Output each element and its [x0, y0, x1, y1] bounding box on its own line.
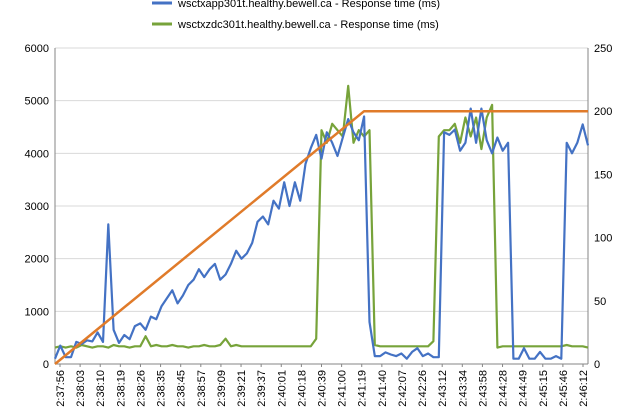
x-tick-label: 2:42:26	[417, 370, 429, 407]
x-tick-label: 2:38:26	[135, 370, 147, 407]
x-tick-label: 2:38:03	[75, 370, 87, 407]
x-tick-label: 2:39:37	[256, 370, 268, 407]
y-left-tick-label: 6000	[25, 43, 49, 55]
x-tick-label: 2:41:40	[377, 370, 389, 407]
series-lines	[53, 84, 590, 365]
x-tick-label: 2:44:49	[518, 370, 530, 407]
x-tick-label: 2:38:35	[156, 370, 168, 407]
x-tick-label: 2:41:19	[357, 370, 369, 407]
x-tick-label: 2:40:01	[276, 370, 288, 407]
y-left-tick-label: 5000	[25, 96, 49, 108]
x-tick-label: 2:45:46	[558, 370, 570, 407]
y-right-tick-label: 50	[594, 296, 606, 308]
legend-entry-app301t: wsctxapp301t.healthy.bewell.ca - Respons…	[177, 0, 440, 10]
y-left-tick-label: 4000	[25, 148, 49, 160]
x-tick-label: 2:45:15	[538, 370, 550, 407]
y-left-tick-label: 0	[43, 359, 49, 371]
x-tick-label: 2:38:45	[176, 370, 188, 407]
gridlines	[55, 47, 588, 365]
y-right-tick-label: 200	[594, 106, 612, 118]
x-tick-label: 2:40:18	[296, 370, 308, 407]
x-tick-label: 2:40:39	[317, 370, 329, 407]
x-tick-label: 2:43:58	[477, 370, 489, 407]
y-axis-right-ticks: 0 50 100 150 200 250	[594, 43, 612, 371]
x-tick-label: 2:41:00	[337, 370, 349, 407]
series-line-1	[54, 84, 589, 349]
x-axis-ticks: 2:37:56 2:38:03 2:38:10 2:38:19 2:38:26 2:38:…	[55, 364, 590, 407]
y-right-tick-label: 250	[594, 43, 612, 55]
y-left-tick-label: 2000	[25, 254, 49, 266]
y-left-tick-label: 3000	[25, 201, 49, 213]
y-axis-left-ticks: 0 1000 2000 3000 4000 5000 6000	[25, 43, 49, 371]
x-tick-label: 2:44:28	[498, 370, 510, 407]
series-line-0	[53, 107, 590, 360]
x-tick-label: 2:38:57	[196, 370, 208, 407]
legend-entry-zdc301t: wsctxzdc301t.healthy.bewell.ca - Respons…	[177, 19, 439, 31]
x-tick-label: 2:37:56	[55, 370, 67, 407]
x-tick-label: 2:39:21	[236, 370, 248, 407]
y-right-tick-label: 100	[594, 233, 612, 245]
x-tick-label: 2:43:12	[437, 370, 449, 407]
x-tick-label: 2:38:19	[115, 370, 127, 407]
x-tick-label: 2:42:07	[397, 370, 409, 407]
x-tick-label: 2:39:09	[216, 370, 228, 407]
x-tick-label: 2:43:34	[457, 370, 469, 407]
y-right-tick-label: 0	[594, 359, 600, 371]
x-tick-label: 2:46:12	[578, 370, 590, 407]
series-line-2	[54, 109, 588, 365]
y-right-tick-label: 150	[594, 169, 612, 181]
y-left-tick-label: 1000	[25, 306, 49, 318]
legend: wsctxapp301t.healthy.bewell.ca - Respons…	[152, 0, 440, 31]
x-tick-label: 2:38:10	[95, 370, 107, 407]
